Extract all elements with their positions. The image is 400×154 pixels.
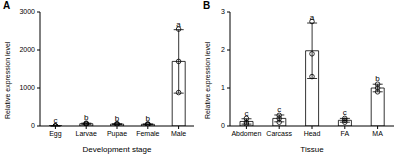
svg-text:a: a [176, 20, 181, 29]
svg-text:Female: Female [136, 130, 159, 137]
svg-text:Relative expression level: Relative expression level [8, 41, 12, 119]
svg-text:b: b [115, 114, 120, 123]
svg-text:b: b [375, 74, 380, 83]
svg-text:FA: FA [341, 130, 350, 137]
svg-text:Pupae: Pupae [107, 130, 127, 138]
svg-text:c: c [343, 108, 347, 117]
svg-text:0: 0 [221, 122, 225, 129]
svg-text:Head: Head [304, 130, 321, 137]
svg-text:Larvae: Larvae [75, 130, 97, 137]
svg-text:3000: 3000 [19, 8, 35, 15]
svg-text:1: 1 [221, 84, 225, 91]
svg-text:2000: 2000 [19, 46, 35, 53]
svg-text:c: c [53, 116, 57, 125]
svg-text:Carcass: Carcass [266, 130, 292, 137]
html-text:A: A [3, 0, 11, 11]
svg-text:Tissue: Tissue [300, 145, 324, 154]
svg-text:b: b [146, 114, 151, 123]
svg-text:c: c [277, 105, 281, 114]
html-text:B: B [203, 0, 211, 11]
svg-text:a: a [310, 13, 315, 22]
svg-text:3: 3 [221, 8, 225, 15]
svg-text:Development stage: Development stage [83, 145, 152, 154]
svg-text:Egg: Egg [49, 130, 62, 138]
svg-text:2: 2 [221, 46, 225, 53]
svg-text:c: c [244, 109, 248, 118]
svg-text:b: b [84, 113, 89, 122]
svg-text:1000: 1000 [19, 84, 35, 91]
svg-text:Male: Male [171, 130, 186, 137]
svg-text:Abdomen: Abdomen [231, 130, 261, 137]
svg-text:MA: MA [372, 130, 383, 137]
svg-text:0: 0 [31, 122, 35, 129]
svg-text:Relative expression level: Relative expression level [204, 41, 212, 119]
